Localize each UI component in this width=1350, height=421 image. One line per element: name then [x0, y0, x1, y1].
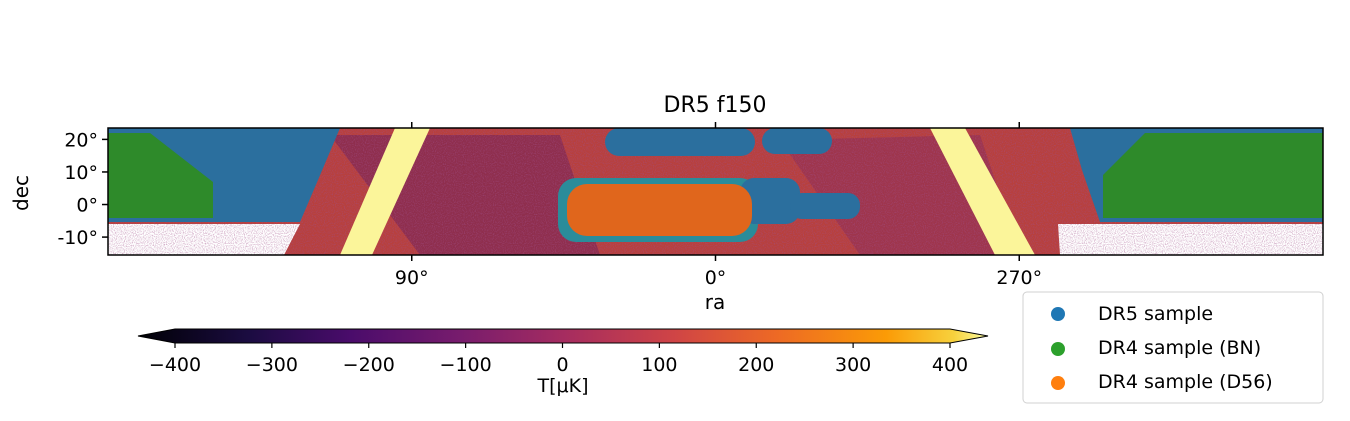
colorbar-label: T[μK]: [537, 375, 589, 397]
legend: DR5 sample DR4 sample (BN) DR4 sample (D…: [1022, 291, 1324, 404]
colorbar-tick-label-4: 0: [556, 354, 568, 376]
x-axis-label: ra: [705, 290, 725, 314]
colorbar-tick-label-7: 300: [835, 354, 871, 376]
y-tick-label-2: 0°: [76, 195, 98, 217]
colorbar-tick-label-6: 200: [738, 354, 774, 376]
legend-box: [1022, 291, 1324, 404]
legend-marker-dr4-bn: [1051, 342, 1065, 356]
colorbar-tick-label-3: −100: [440, 354, 492, 376]
y-tick-label-1: 10°: [64, 162, 98, 184]
colorbar-bar: [137, 328, 989, 344]
colorbar-tick-label-0: −400: [149, 354, 201, 376]
dr5-region-center-right: [740, 178, 800, 224]
galactic-plane-band-right: [930, 128, 1035, 255]
colorbar-tick-label-5: 100: [641, 354, 677, 376]
legend-label-dr4-d56: DR4 sample (D56): [1098, 371, 1273, 393]
y-axis: 20° 10° 0° -10°: [57, 129, 108, 249]
colorbar-tick-label-8: 400: [932, 354, 968, 376]
colorbar-tick-label-1: −300: [246, 354, 298, 376]
dr4-d56-region: [567, 184, 752, 236]
legend-marker-dr5: [1051, 307, 1065, 321]
x-axis: 90° 0° 270°: [395, 122, 1042, 289]
dr4-bn-region-right: [1103, 133, 1323, 218]
legend-marker-dr4-d56: [1051, 376, 1065, 390]
legend-label-dr4-bn: DR4 sample (BN): [1098, 337, 1261, 359]
x-tick-label-1: 0°: [705, 267, 727, 289]
colorbar-ticks: −400 −300 −200 −100 0 100 200 300 400: [149, 343, 968, 376]
dr5-region-small: [790, 193, 860, 219]
colorbar-tick-label-2: −200: [343, 354, 395, 376]
y-tick-label-3: -10°: [57, 227, 98, 249]
chart-title: DR5 f150: [664, 93, 767, 118]
dr5-region-top: [605, 128, 755, 156]
sky-map: [108, 128, 1323, 255]
x-tick-label-2: 270°: [996, 267, 1042, 289]
legend-label-dr5: DR5 sample: [1098, 303, 1213, 325]
x-tick-label-0: 90°: [395, 267, 429, 289]
dr4-bn-region-left: [108, 133, 213, 218]
y-axis-label: dec: [9, 175, 33, 211]
galactic-plane-band-left: [340, 128, 430, 255]
y-tick-label-0: 20°: [64, 129, 98, 151]
colorbar: −400 −300 −200 −100 0 100 200 300 400 T[μK]: [137, 328, 989, 397]
dr5-region-top-2: [762, 128, 832, 154]
